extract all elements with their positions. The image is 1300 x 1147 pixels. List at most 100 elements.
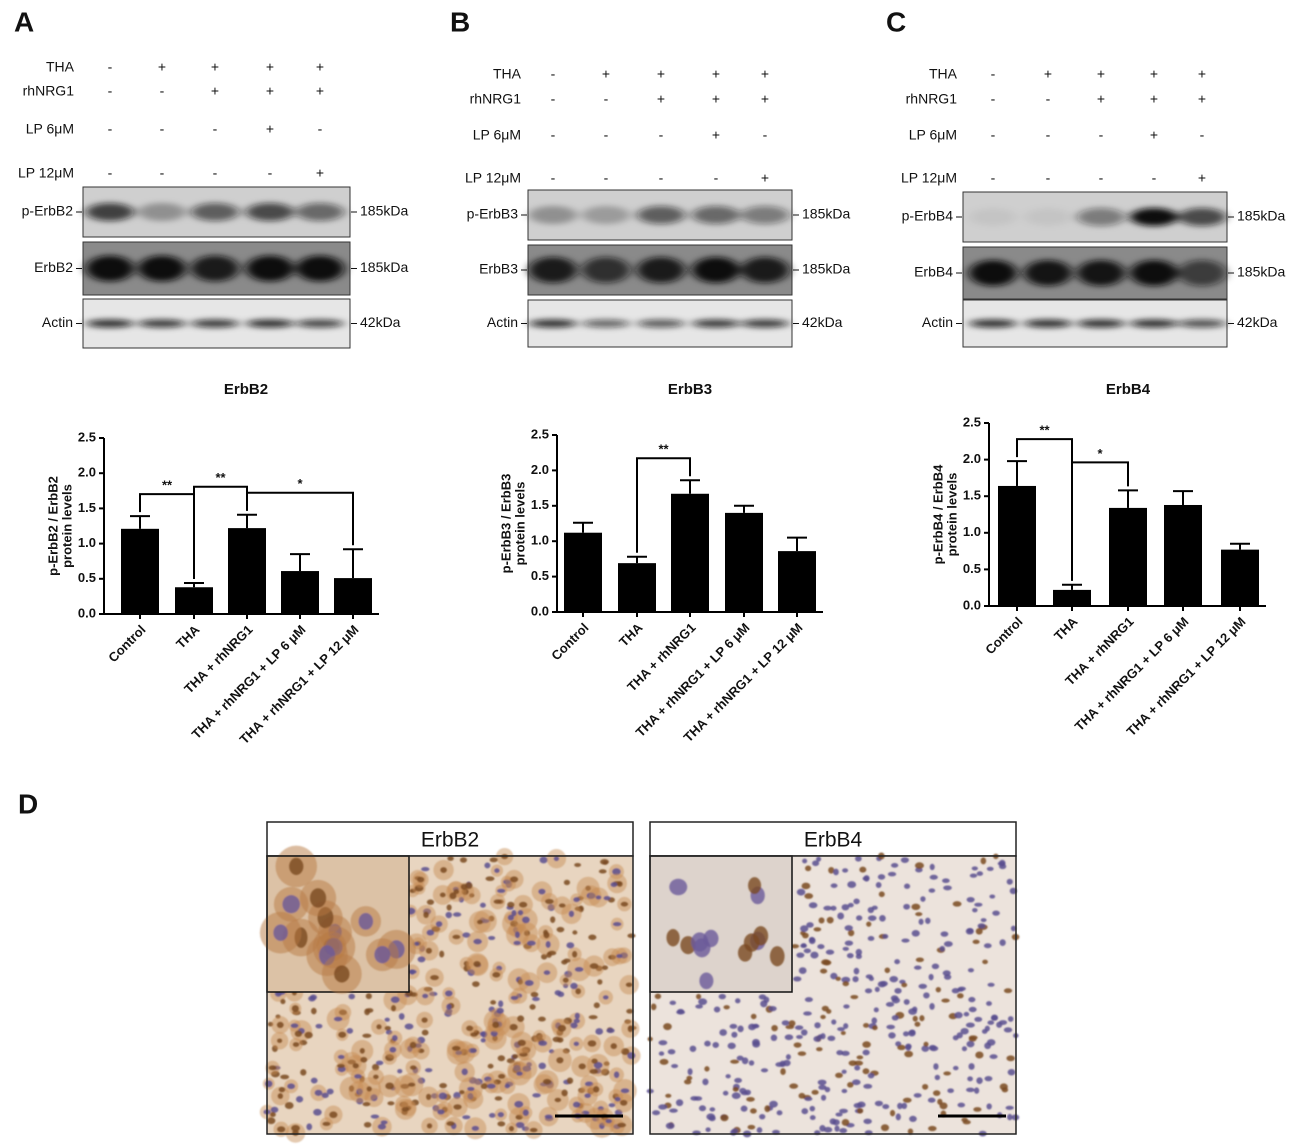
nucleus <box>300 1069 307 1076</box>
nucleus <box>769 946 785 967</box>
nucleus <box>294 1030 303 1037</box>
bar <box>998 485 1036 606</box>
nucleus <box>512 1054 519 1059</box>
blot-band <box>637 206 685 224</box>
blot-band <box>692 257 740 283</box>
nucleus <box>270 1112 276 1118</box>
nucleus <box>574 967 584 972</box>
nucleus <box>426 899 435 905</box>
nucleus <box>929 874 938 880</box>
nucleus <box>290 1023 299 1029</box>
nucleus <box>734 1077 743 1083</box>
nucleus <box>346 1027 354 1034</box>
nucleus <box>901 982 908 988</box>
y-tick-label: 2.0 <box>963 451 981 466</box>
nucleus <box>473 961 481 967</box>
nucleus <box>487 1063 494 1069</box>
nucleus <box>514 931 520 939</box>
nucleus <box>853 967 860 975</box>
nucleus <box>280 998 286 1005</box>
nucleus <box>461 1068 468 1076</box>
blot-band <box>529 257 577 283</box>
nucleus <box>572 1101 581 1108</box>
nucleus <box>972 908 978 913</box>
nucleus <box>841 1069 847 1074</box>
nucleus <box>391 1005 397 1012</box>
lane-sign: - <box>1046 170 1051 186</box>
nucleus <box>620 901 629 907</box>
y-tick-label: 0.5 <box>531 568 549 583</box>
band-size: 185kDa <box>360 259 408 275</box>
nucleus <box>480 1038 486 1043</box>
y-tick-label: 0.0 <box>531 603 549 618</box>
nucleus <box>521 916 530 924</box>
nucleus <box>966 896 975 903</box>
blot-band <box>969 319 1017 328</box>
lane-sign: + <box>266 59 274 75</box>
bar <box>281 571 319 614</box>
y-tick-label: 2.5 <box>78 429 96 444</box>
nucleus <box>650 1003 657 1011</box>
lane-sign: - <box>991 127 996 143</box>
nucleus <box>439 950 445 958</box>
nucleus <box>908 1008 918 1015</box>
nucleus <box>811 1089 819 1095</box>
nucleus <box>986 1039 996 1046</box>
nucleus <box>800 925 809 932</box>
nucleus <box>809 1105 816 1112</box>
lane-sign: + <box>1150 127 1158 143</box>
lane-sign: + <box>761 91 769 107</box>
nucleus <box>826 916 834 924</box>
nucleus <box>588 934 597 941</box>
nucleus <box>620 1088 630 1094</box>
nucleus <box>939 945 946 952</box>
blot-band <box>191 319 239 328</box>
blot-bands <box>529 257 789 283</box>
nucleus <box>928 888 936 893</box>
nucleus <box>538 888 546 895</box>
nucleus <box>801 882 811 890</box>
nucleus <box>446 1003 452 1010</box>
nucleus <box>625 982 633 988</box>
nucleus <box>398 1013 405 1020</box>
blot-band <box>1077 208 1125 226</box>
nucleus <box>445 911 453 919</box>
blot-band <box>692 206 740 224</box>
nucleus <box>493 899 502 904</box>
nucleus <box>841 976 851 983</box>
nucleus <box>470 1032 478 1037</box>
nucleus <box>729 1023 738 1029</box>
nucleus <box>769 1100 778 1108</box>
nucleus <box>928 1125 937 1132</box>
nucleus <box>377 1123 387 1130</box>
nucleus <box>996 1021 1003 1028</box>
nucleus <box>702 1078 709 1086</box>
nucleus <box>796 888 806 896</box>
nucleus <box>446 904 452 911</box>
nucleus <box>484 862 491 869</box>
nucleus <box>568 910 575 918</box>
lane-sign: + <box>316 59 324 75</box>
nucleus <box>880 1124 890 1132</box>
nucleus <box>462 932 471 938</box>
nucleus <box>804 997 813 1003</box>
band-label: p-ErbB4 <box>902 208 954 224</box>
nucleus <box>982 959 988 965</box>
nucleus <box>835 1072 843 1078</box>
nucleus <box>574 1012 580 1020</box>
nucleus <box>705 1127 711 1132</box>
blot-band <box>246 255 294 282</box>
nucleus <box>446 1121 455 1126</box>
nucleus <box>1007 1113 1013 1121</box>
blot-band <box>138 319 186 328</box>
nucleus <box>833 868 839 876</box>
nucleus <box>467 1086 475 1091</box>
nucleus <box>532 997 540 1002</box>
nucleus <box>752 1040 761 1048</box>
nucleus <box>466 1025 474 1032</box>
nucleus <box>508 1125 515 1132</box>
nucleus <box>866 921 872 927</box>
nucleus <box>606 1028 615 1034</box>
nucleus <box>867 915 877 921</box>
